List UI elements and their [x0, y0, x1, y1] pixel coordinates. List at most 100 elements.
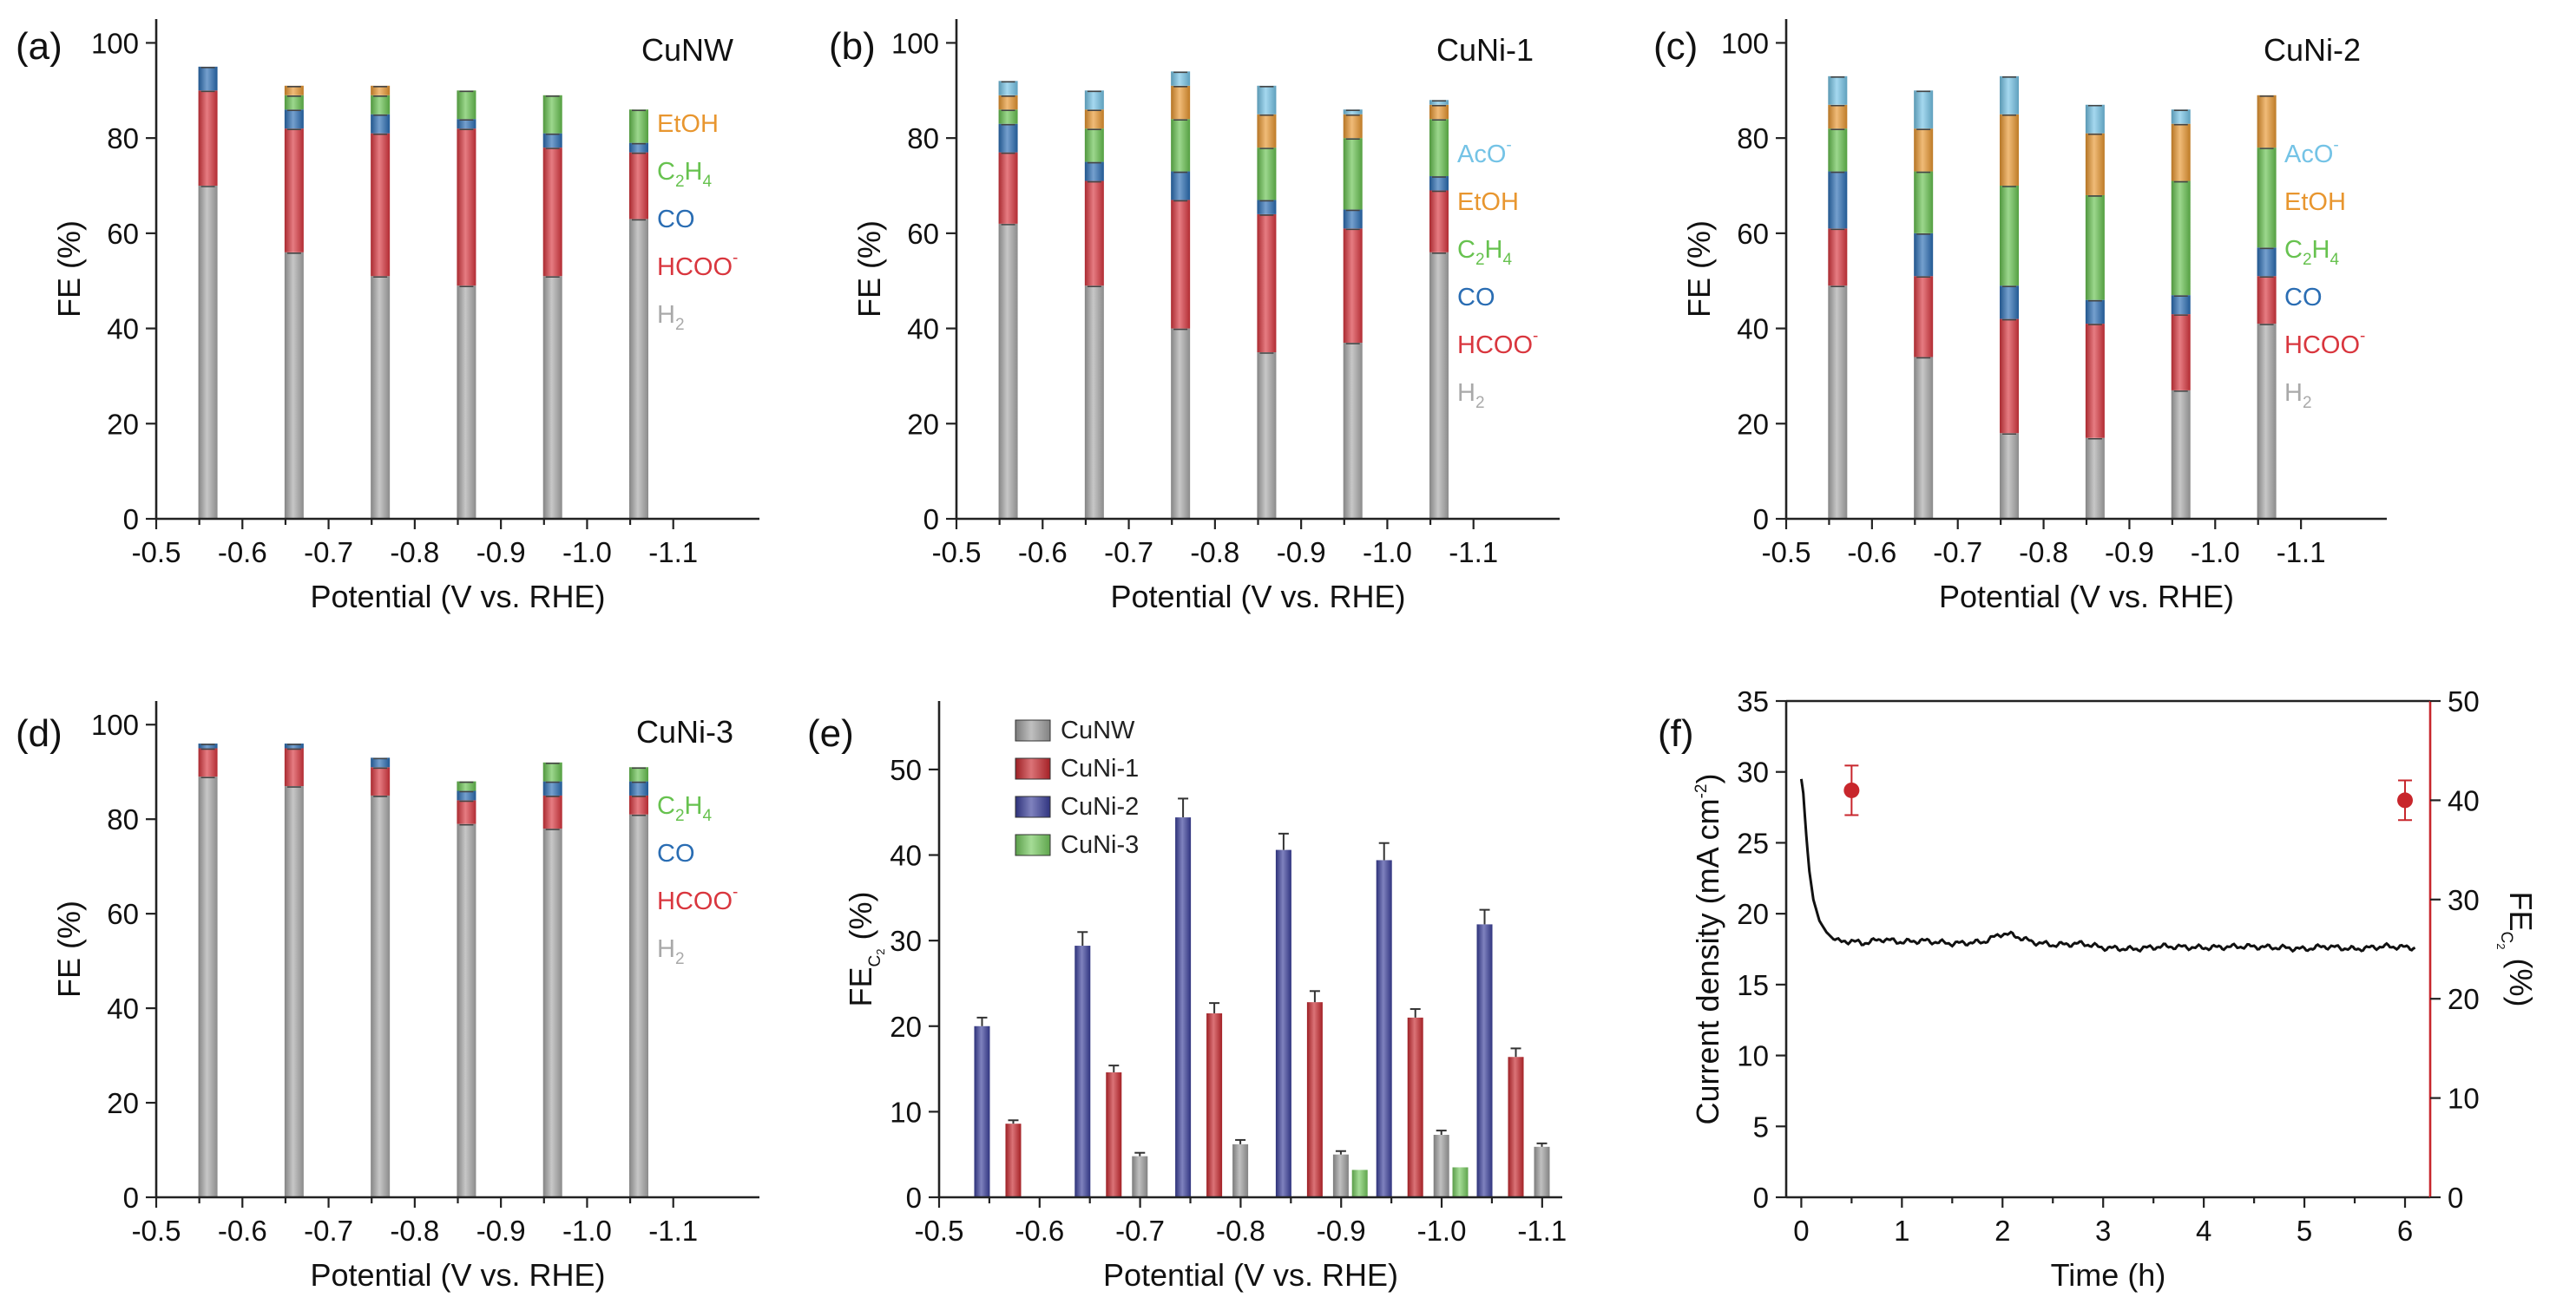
panel-a: -0.5 -0.6 -0.7 -0.8 -0.9 -1.0 -1.1 0 20 40 60 80 100…	[16, 19, 759, 614]
x-axis-label: Potential (V vs. RHE)	[310, 1257, 605, 1293]
bar-segment-etoh	[371, 85, 391, 95]
legend-entry-aco: AcO-	[2284, 136, 2339, 168]
legend-text: H	[685, 792, 703, 820]
bar-cuni-2	[1074, 946, 1091, 1197]
legend-superscript: -	[1533, 327, 1538, 345]
x-tick-label: -0.8	[1190, 536, 1239, 568]
bar-segment-co	[998, 123, 1018, 153]
y-tick-label: 10	[1737, 1040, 1769, 1072]
panel-e: -0.5 -0.6 -0.7 -0.8 -0.9 -1.0 -1.1 0 10 20 30 40 50 P…	[807, 701, 1567, 1293]
y-axis-label-superscript: -2	[1692, 783, 1711, 798]
bar-segment-aco	[1257, 85, 1277, 115]
bar-segment-c2h4	[629, 767, 648, 782]
bar-segment-c2h4	[998, 109, 1018, 124]
bar-segment-c2h4	[1171, 119, 1191, 172]
y-axis-label: FE (%)	[51, 220, 87, 318]
legend-swatch-cunw	[1015, 719, 1051, 742]
bar-segment-etoh	[2085, 133, 2105, 195]
legend-text: H	[685, 158, 703, 186]
bar-segment-etoh	[1914, 128, 1934, 172]
legend-text: C	[657, 792, 675, 820]
x-tick-label: -1.1	[1517, 1215, 1567, 1247]
bar-segment-aco	[1171, 71, 1191, 86]
legend-label-cuni-1: CuNi-1	[1061, 755, 1139, 783]
y-tick-label: 20	[107, 1087, 139, 1119]
legend-subscript: 2	[1475, 251, 1485, 269]
legend-entry-co: CO	[1457, 284, 1495, 311]
fe-point	[1843, 782, 1860, 798]
bar-segment-etoh	[2257, 95, 2277, 148]
y-tick-label: 5	[1753, 1111, 1769, 1143]
y-tick-label: 10	[890, 1096, 922, 1128]
bar-segment-co	[629, 781, 648, 796]
x-tick-label: -0.7	[304, 1215, 353, 1247]
legend-subscript: 4	[2330, 251, 2339, 269]
y-tick-label: 20	[890, 1011, 922, 1043]
legend-subscript: 4	[702, 807, 712, 825]
bar-segment-hcoo	[1257, 213, 1277, 352]
x-axis-label: Potential (V vs. RHE)	[1939, 579, 2234, 614]
panel-title: CuNi-2	[2264, 32, 2361, 68]
legend-text: EtOH	[657, 110, 719, 138]
legend-text: EtOH	[2284, 188, 2346, 216]
y-tick-label: 0	[1753, 503, 1769, 535]
y-tick-label: 40	[107, 993, 139, 1025]
legend-text: C	[1457, 236, 1475, 264]
panel-label: (a)	[16, 25, 62, 68]
bar-segment-h2	[1084, 285, 1104, 519]
y-tick-label: 30	[890, 925, 922, 957]
y-tick-label: 80	[107, 122, 139, 154]
bar-segment-h2	[542, 829, 562, 1197]
bar-segment-co	[2257, 247, 2277, 277]
bar-segment-c2h4	[1257, 147, 1277, 200]
y-tick-label: 0	[123, 503, 139, 535]
x-tick-label: -1.1	[2277, 536, 2326, 568]
bar-segment-co	[1429, 176, 1449, 191]
y2-tick-label: 30	[2448, 884, 2480, 916]
bar-segment-c2h4	[2085, 194, 2105, 300]
legend-subscript: 2	[675, 950, 685, 968]
y-tick-label: 20	[1737, 408, 1769, 440]
y-tick-label: 100	[91, 27, 139, 59]
bar-cuni-1	[1106, 1072, 1122, 1197]
y-axis-label-main: FE	[843, 967, 878, 1006]
bar-segment-hcoo	[1084, 180, 1104, 286]
bar-segment-hcoo	[2171, 314, 2191, 390]
x-tick-label: -0.9	[1277, 536, 1326, 568]
bar-segment-hcoo	[371, 767, 391, 796]
x-axis-label: Potential (V vs. RHE)	[1103, 1257, 1398, 1293]
legend-text: CO	[657, 840, 695, 868]
bar-segment-etoh	[1257, 114, 1277, 148]
bar-cunw	[1132, 1156, 1148, 1197]
x-tick-label: -0.7	[1104, 536, 1153, 568]
x-tick-label: -0.5	[132, 536, 181, 568]
y-tick-label: 100	[91, 709, 139, 741]
bar-segment-etoh	[1828, 104, 1848, 129]
legend-text: HCOO	[1457, 331, 1533, 359]
x-tick-label: -0.6	[218, 1215, 267, 1247]
panel-d: -0.5 -0.6 -0.7 -0.8 -0.9 -1.0 -1.1 0 20 40 60 80 100…	[16, 701, 759, 1293]
bar-segment-c2h4	[457, 781, 476, 791]
legend-text: CO	[1457, 284, 1495, 311]
bar-segment-co	[371, 757, 391, 768]
bar-segment-c2h4	[457, 90, 476, 120]
y-tick-label: 0	[123, 1182, 139, 1214]
bar-segment-h2	[457, 285, 476, 519]
bar-segment-h2	[1171, 328, 1191, 519]
bar-segment-h2	[2257, 324, 2277, 519]
bar-segment-co	[1828, 171, 1848, 229]
bar-segment-c2h4	[542, 95, 562, 134]
legend-swatch-cuni-1	[1015, 757, 1051, 780]
bar-segment-h2	[1257, 352, 1277, 519]
legend-text: H	[1485, 236, 1503, 264]
bar-segment-co	[2171, 295, 2191, 315]
bar-cuni-1	[1306, 1002, 1323, 1197]
y-tick-label: 40	[1737, 313, 1769, 345]
x-axis-label: Time (h)	[2051, 1257, 2166, 1293]
x-tick-label: -1.0	[2191, 536, 2240, 568]
legend-entry-hcoo: HCOO-	[1457, 327, 1538, 359]
bar-segment-h2	[284, 786, 304, 1197]
legend-superscript: -	[733, 883, 738, 901]
legend-subscript: 2	[675, 316, 685, 334]
bar-segment-etoh	[1343, 114, 1363, 139]
